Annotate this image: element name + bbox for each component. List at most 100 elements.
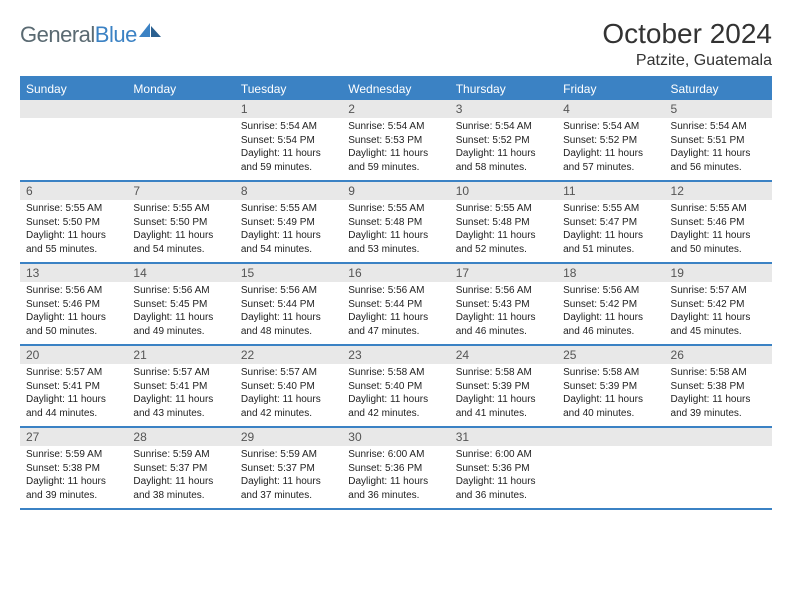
sunset: Sunset: 5:41 PM <box>133 380 228 394</box>
day-number: 22 <box>235 346 342 364</box>
day-body: Sunrise: 5:56 AMSunset: 5:44 PMDaylight:… <box>235 282 342 344</box>
location: Patzite, Guatemala <box>602 52 772 70</box>
sunrise: Sunrise: 5:55 AM <box>26 202 121 216</box>
sunrise: Sunrise: 5:57 AM <box>26 366 121 380</box>
day-body: Sunrise: 5:58 AMSunset: 5:38 PMDaylight:… <box>665 364 772 426</box>
day-body: Sunrise: 5:56 AMSunset: 5:43 PMDaylight:… <box>450 282 557 344</box>
sunset: Sunset: 5:39 PM <box>563 380 658 394</box>
day-cell: 15Sunrise: 5:56 AMSunset: 5:44 PMDayligh… <box>235 264 342 344</box>
day-cell: 3Sunrise: 5:54 AMSunset: 5:52 PMDaylight… <box>450 100 557 180</box>
day-number: 26 <box>665 346 772 364</box>
day-body: Sunrise: 5:55 AMSunset: 5:47 PMDaylight:… <box>557 200 664 262</box>
day-body: Sunrise: 5:59 AMSunset: 5:37 PMDaylight:… <box>235 446 342 508</box>
day-cell <box>20 100 127 180</box>
daylight: Daylight: 11 hours and 58 minutes. <box>456 147 551 174</box>
day-number: 1 <box>235 100 342 118</box>
daylight: Daylight: 11 hours and 39 minutes. <box>26 475 121 502</box>
dow-tuesday: Tuesday <box>235 78 342 100</box>
day-body: Sunrise: 5:55 AMSunset: 5:46 PMDaylight:… <box>665 200 772 262</box>
sunset: Sunset: 5:39 PM <box>456 380 551 394</box>
day-body: Sunrise: 5:56 AMSunset: 5:45 PMDaylight:… <box>127 282 234 344</box>
sunrise: Sunrise: 5:59 AM <box>133 448 228 462</box>
day-cell: 25Sunrise: 5:58 AMSunset: 5:39 PMDayligh… <box>557 346 664 426</box>
sunset: Sunset: 5:46 PM <box>26 298 121 312</box>
day-cell: 6Sunrise: 5:55 AMSunset: 5:50 PMDaylight… <box>20 182 127 262</box>
day-cell: 22Sunrise: 5:57 AMSunset: 5:40 PMDayligh… <box>235 346 342 426</box>
sunrise: Sunrise: 5:58 AM <box>456 366 551 380</box>
sunset: Sunset: 5:37 PM <box>133 462 228 476</box>
sunset: Sunset: 5:49 PM <box>241 216 336 230</box>
day-number: 19 <box>665 264 772 282</box>
day-cell: 19Sunrise: 5:57 AMSunset: 5:42 PMDayligh… <box>665 264 772 344</box>
daylight: Daylight: 11 hours and 55 minutes. <box>26 229 121 256</box>
daylight: Daylight: 11 hours and 54 minutes. <box>133 229 228 256</box>
day-number: 20 <box>20 346 127 364</box>
sunset: Sunset: 5:38 PM <box>671 380 766 394</box>
daylight: Daylight: 11 hours and 43 minutes. <box>133 393 228 420</box>
brand-part2: Blue <box>95 22 137 47</box>
title-block: October 2024 Patzite, Guatemala <box>602 18 772 70</box>
sunrise: Sunrise: 5:56 AM <box>133 284 228 298</box>
day-cell: 10Sunrise: 5:55 AMSunset: 5:48 PMDayligh… <box>450 182 557 262</box>
sunset: Sunset: 5:43 PM <box>456 298 551 312</box>
sunrise: Sunrise: 5:57 AM <box>671 284 766 298</box>
daylight: Daylight: 11 hours and 59 minutes. <box>241 147 336 174</box>
day-body: Sunrise: 5:55 AMSunset: 5:49 PMDaylight:… <box>235 200 342 262</box>
day-number <box>665 428 772 446</box>
day-number: 25 <box>557 346 664 364</box>
day-body: Sunrise: 5:56 AMSunset: 5:42 PMDaylight:… <box>557 282 664 344</box>
sunset: Sunset: 5:42 PM <box>563 298 658 312</box>
daylight: Daylight: 11 hours and 42 minutes. <box>348 393 443 420</box>
day-body: Sunrise: 5:55 AMSunset: 5:50 PMDaylight:… <box>20 200 127 262</box>
day-number: 28 <box>127 428 234 446</box>
brand-logo: GeneralBlue <box>20 22 161 48</box>
day-cell: 24Sunrise: 5:58 AMSunset: 5:39 PMDayligh… <box>450 346 557 426</box>
sunrise: Sunrise: 6:00 AM <box>456 448 551 462</box>
day-body: Sunrise: 6:00 AMSunset: 5:36 PMDaylight:… <box>342 446 449 508</box>
day-number: 8 <box>235 182 342 200</box>
brand-part1: General <box>20 22 95 47</box>
daylight: Daylight: 11 hours and 46 minutes. <box>456 311 551 338</box>
dow-wednesday: Wednesday <box>342 78 449 100</box>
day-body: Sunrise: 5:58 AMSunset: 5:39 PMDaylight:… <box>450 364 557 426</box>
sunset: Sunset: 5:47 PM <box>563 216 658 230</box>
sunset: Sunset: 5:50 PM <box>133 216 228 230</box>
sunset: Sunset: 5:36 PM <box>456 462 551 476</box>
daylight: Daylight: 11 hours and 59 minutes. <box>348 147 443 174</box>
sunrise: Sunrise: 5:57 AM <box>133 366 228 380</box>
day-number <box>20 100 127 118</box>
sunrise: Sunrise: 5:54 AM <box>671 120 766 134</box>
day-cell: 11Sunrise: 5:55 AMSunset: 5:47 PMDayligh… <box>557 182 664 262</box>
day-body: Sunrise: 5:57 AMSunset: 5:40 PMDaylight:… <box>235 364 342 426</box>
sunset: Sunset: 5:41 PM <box>26 380 121 394</box>
day-body <box>557 446 664 504</box>
day-body: Sunrise: 5:54 AMSunset: 5:53 PMDaylight:… <box>342 118 449 180</box>
day-body: Sunrise: 6:00 AMSunset: 5:36 PMDaylight:… <box>450 446 557 508</box>
sunrise: Sunrise: 5:55 AM <box>671 202 766 216</box>
day-number: 3 <box>450 100 557 118</box>
daylight: Daylight: 11 hours and 56 minutes. <box>671 147 766 174</box>
week-row: 1Sunrise: 5:54 AMSunset: 5:54 PMDaylight… <box>20 100 772 182</box>
sunrise: Sunrise: 5:56 AM <box>241 284 336 298</box>
day-cell: 29Sunrise: 5:59 AMSunset: 5:37 PMDayligh… <box>235 428 342 508</box>
week-row: 6Sunrise: 5:55 AMSunset: 5:50 PMDaylight… <box>20 182 772 264</box>
day-number: 23 <box>342 346 449 364</box>
day-number <box>557 428 664 446</box>
sunrise: Sunrise: 5:59 AM <box>241 448 336 462</box>
dow-row: Sunday Monday Tuesday Wednesday Thursday… <box>20 78 772 100</box>
sunset: Sunset: 5:40 PM <box>348 380 443 394</box>
day-number: 13 <box>20 264 127 282</box>
day-cell: 7Sunrise: 5:55 AMSunset: 5:50 PMDaylight… <box>127 182 234 262</box>
day-body: Sunrise: 5:55 AMSunset: 5:50 PMDaylight:… <box>127 200 234 262</box>
daylight: Daylight: 11 hours and 37 minutes. <box>241 475 336 502</box>
day-cell: 31Sunrise: 6:00 AMSunset: 5:36 PMDayligh… <box>450 428 557 508</box>
sunrise: Sunrise: 5:55 AM <box>456 202 551 216</box>
day-number: 10 <box>450 182 557 200</box>
dow-saturday: Saturday <box>665 78 772 100</box>
sunset: Sunset: 5:40 PM <box>241 380 336 394</box>
daylight: Daylight: 11 hours and 51 minutes. <box>563 229 658 256</box>
daylight: Daylight: 11 hours and 44 minutes. <box>26 393 121 420</box>
logo-sail-icon <box>139 23 161 37</box>
day-body: Sunrise: 5:56 AMSunset: 5:44 PMDaylight:… <box>342 282 449 344</box>
daylight: Daylight: 11 hours and 39 minutes. <box>671 393 766 420</box>
